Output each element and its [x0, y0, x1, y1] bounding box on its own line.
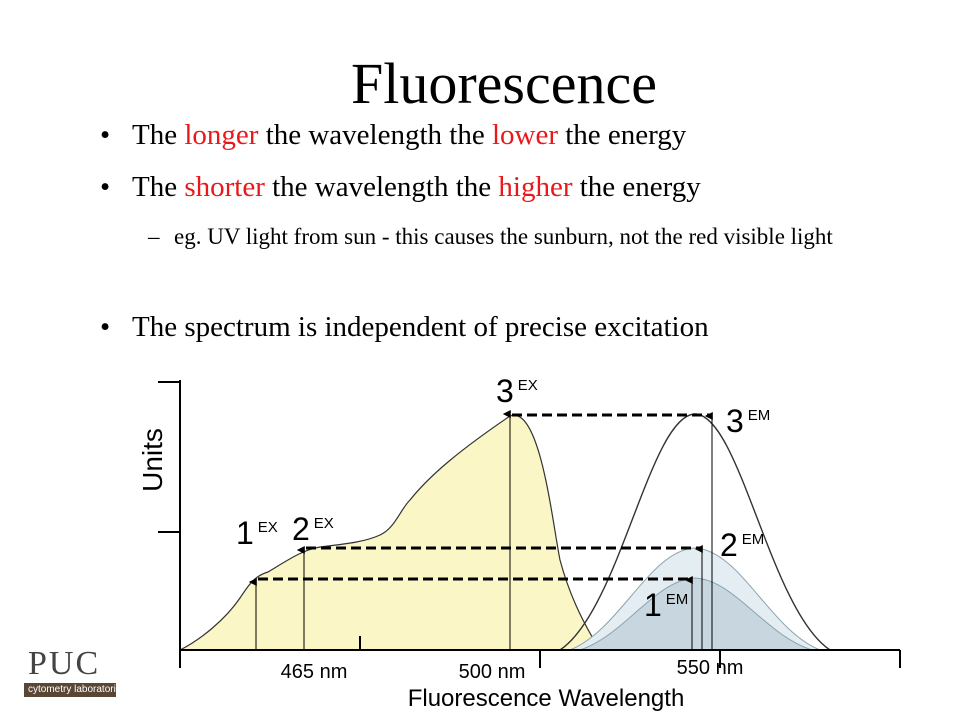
sub-bullet-text: eg. UV light from sun - this causes the … [174, 224, 833, 249]
excitation-label-1: 1 EX [236, 515, 278, 551]
logo-text: PUC [28, 645, 101, 682]
emission-label-2: 2 EM [720, 527, 764, 563]
x-axis-label: Fluorescence Wavelength [408, 685, 685, 712]
puc-logo: PUC cytometry laboratories [24, 645, 116, 697]
bullet-text: The spectrum is independent of precise e… [132, 311, 709, 343]
highlight-lower: lower [491, 119, 558, 151]
fluorescence-diagram: Units 1 EX 2 EX 3 EX 1 EM 2 EM 3 EM 465 nm 500… [137, 373, 901, 712]
excitation-label-2: 2 EX [292, 511, 334, 547]
tick-label-500: 500 nm [459, 661, 526, 683]
highlight-longer: longer [184, 119, 259, 151]
dashed-connectors [258, 413, 712, 581]
tick-label-550: 550 nm [677, 657, 744, 679]
bullet-text: The shorter the wavelength the higher th… [132, 171, 701, 203]
excitation-curve [179, 414, 602, 651]
bullet-dot: • [100, 119, 111, 151]
sub-bullet-dash: – [148, 224, 160, 249]
x-axis-ticks [179, 636, 901, 668]
emission-label-3: 3 EM [726, 403, 770, 439]
highlight-shorter: shorter [184, 171, 265, 203]
logo-band: cytometry laboratories [24, 683, 116, 697]
bullet-dot: • [100, 311, 111, 343]
excitation-label-3: 3 EX [496, 373, 538, 409]
y-axis-label: Units [137, 428, 168, 492]
emission-curve-1 [579, 577, 813, 651]
tick-label-465: 465 nm [281, 661, 348, 683]
bullet-text: The longer the wavelength the lower the … [132, 119, 687, 151]
highlight-higher: higher [498, 171, 573, 203]
emission-label-1: 1 EM [644, 587, 688, 623]
bullet-dot: • [100, 171, 111, 203]
slide-title: Fluorescence [351, 51, 657, 116]
